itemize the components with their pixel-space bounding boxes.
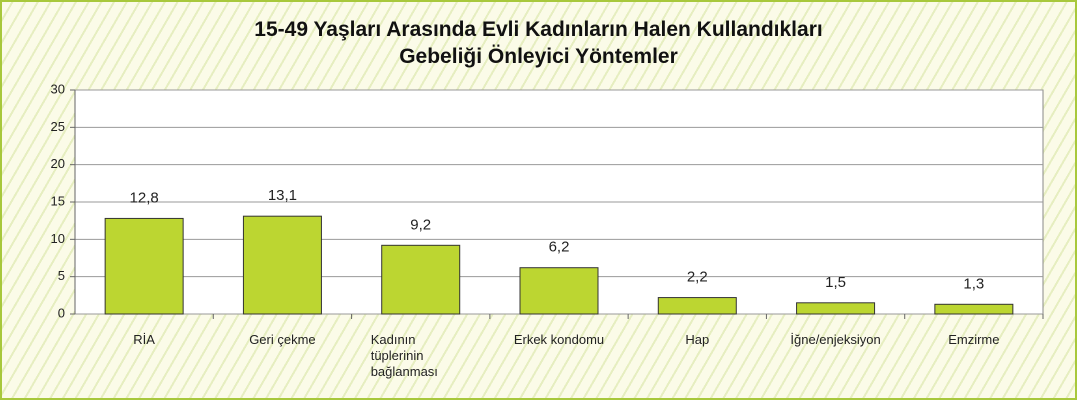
x-tick-label: Erkek kondomu <box>513 332 605 347</box>
value-label: 12,8 <box>130 189 159 206</box>
value-label: 2,2 <box>687 269 708 286</box>
y-tick-label: 5 <box>58 268 65 283</box>
x-tick-label: Emzirme <box>948 332 1000 347</box>
y-tick-label: 10 <box>51 231 65 246</box>
chart-title: 15-49 Yaşları Arasında Evli Kadınların H… <box>254 18 823 68</box>
y-tick-label: 30 <box>51 81 65 96</box>
x-tick-label: İğne/enjeksiyon <box>790 332 881 347</box>
y-tick-label: 20 <box>51 156 65 171</box>
bar <box>381 244 461 315</box>
x-tick-label: Hap <box>685 332 710 347</box>
x-tick-label: Kadının tüplerinin bağlanması <box>370 332 438 379</box>
y-tick-label: 25 <box>51 119 65 134</box>
bar <box>242 215 322 315</box>
y-tick-label: 0 <box>58 305 65 320</box>
y-tick-label: 15 <box>51 193 65 208</box>
x-tick-label: RİA <box>133 332 155 347</box>
value-label: 9,2 <box>410 216 431 233</box>
bar <box>796 302 876 315</box>
value-label: 6,2 <box>549 239 570 256</box>
value-label: 1,5 <box>825 274 846 291</box>
value-label: 1,3 <box>963 275 984 292</box>
x-tick-label: Geri çekme <box>249 332 316 347</box>
bar <box>934 303 1014 315</box>
bar <box>104 217 184 315</box>
value-label: 13,1 <box>268 187 297 204</box>
bar <box>657 297 737 315</box>
bar <box>519 267 599 315</box>
